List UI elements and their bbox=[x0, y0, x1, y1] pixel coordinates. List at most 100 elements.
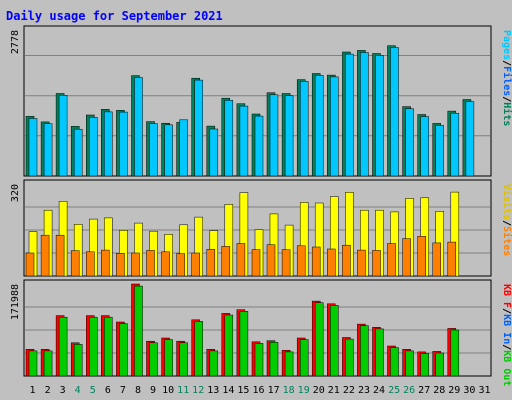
panel-2: 320 bbox=[10, 179, 492, 277]
panel-2-legend: Visits/Sites bbox=[501, 184, 512, 256]
legend-entry: KB F bbox=[501, 284, 512, 308]
bar-kbin-day-2 bbox=[43, 350, 53, 377]
legend-entry: / bbox=[501, 60, 512, 66]
x-tick-label-day-6: 6 bbox=[105, 385, 111, 396]
bar-files-day-23 bbox=[360, 52, 369, 177]
bar-files-day-9 bbox=[149, 123, 158, 177]
x-tick-label-day-14: 14 bbox=[222, 385, 234, 396]
bar-kbin-day-26 bbox=[405, 350, 414, 377]
bar-kbin-day-11 bbox=[179, 342, 188, 377]
bar-files-day-24 bbox=[375, 55, 384, 177]
bar-sites-day-17 bbox=[266, 244, 276, 277]
x-tick-label-day-7: 7 bbox=[120, 385, 126, 396]
bar-sites-day-3 bbox=[55, 234, 65, 277]
bar-files-day-5 bbox=[89, 117, 98, 177]
x-tick-label-day-17: 17 bbox=[268, 385, 280, 396]
y-max-label: 320 bbox=[10, 184, 21, 202]
legend-entry: Visits bbox=[501, 184, 512, 220]
bar-kbin-day-17 bbox=[269, 342, 279, 377]
bar-kbin-day-23 bbox=[360, 325, 369, 377]
y-max-label: 171988 bbox=[10, 284, 21, 320]
x-tick-label-day-22: 22 bbox=[343, 385, 355, 396]
bar-files-day-2 bbox=[43, 123, 53, 177]
panel-1-legend: Pages/Files/Hits bbox=[501, 30, 512, 126]
bar-files-day-21 bbox=[330, 76, 339, 177]
bar-files-day-15 bbox=[239, 105, 249, 177]
bar-files-day-26 bbox=[405, 108, 414, 177]
x-tick-label-day-2: 2 bbox=[45, 385, 51, 396]
x-tick-label-day-27: 27 bbox=[418, 385, 430, 396]
bar-sites-day-14 bbox=[221, 246, 231, 277]
panel-3-legend: KB F/KB In/KB Out bbox=[501, 284, 512, 386]
bar-kbin-day-28 bbox=[435, 352, 444, 377]
bar-sites-day-19 bbox=[296, 245, 306, 277]
bar-files-day-12 bbox=[194, 79, 203, 177]
legend-entry: / bbox=[501, 220, 512, 226]
x-tick-label-day-10: 10 bbox=[162, 385, 174, 396]
bar-kbin-day-27 bbox=[420, 353, 429, 377]
x-tick-label-day-23: 23 bbox=[358, 385, 370, 396]
bar-sites-day-24 bbox=[372, 250, 381, 277]
bar-sites-day-11 bbox=[176, 253, 185, 277]
x-tick-label-day-8: 8 bbox=[135, 385, 141, 396]
panel-1: 2778 bbox=[10, 25, 492, 177]
bar-files-day-6 bbox=[104, 111, 113, 177]
bar-files-day-8 bbox=[134, 77, 143, 177]
bar-files-day-10 bbox=[164, 124, 173, 177]
bar-kbin-day-19 bbox=[299, 339, 309, 377]
x-tick-label-day-9: 9 bbox=[150, 385, 156, 396]
bar-files-day-18 bbox=[284, 95, 294, 177]
legend-entry: Hits bbox=[501, 102, 512, 126]
bar-kbin-day-7 bbox=[119, 323, 128, 377]
bar-kbin-day-1 bbox=[28, 350, 38, 377]
bar-sites-day-6 bbox=[101, 249, 110, 277]
bar-sites-day-13 bbox=[206, 249, 216, 277]
bar-sites-day-9 bbox=[146, 250, 155, 277]
x-tick-label-day-26: 26 bbox=[403, 385, 415, 396]
bar-kbin-day-12 bbox=[194, 321, 203, 377]
x-tick-label-day-30: 30 bbox=[463, 385, 475, 396]
bar-sites-day-22 bbox=[342, 244, 351, 277]
x-tick-label-day-25: 25 bbox=[388, 385, 400, 396]
x-tick-label-day-18: 18 bbox=[283, 385, 295, 396]
bar-sites-day-10 bbox=[161, 251, 170, 277]
bar-files-day-25 bbox=[390, 47, 399, 177]
bar-kbin-day-25 bbox=[390, 347, 399, 377]
bar-files-day-11 bbox=[179, 119, 188, 177]
x-tick-label-day-1: 1 bbox=[29, 385, 35, 396]
bar-sites-day-1 bbox=[25, 252, 35, 277]
bar-sites-day-4 bbox=[70, 250, 80, 277]
bar-files-day-19 bbox=[299, 81, 309, 177]
x-tick-label-day-4: 4 bbox=[75, 385, 81, 396]
bar-files-day-17 bbox=[269, 94, 279, 177]
legend-entry: Sites bbox=[501, 226, 512, 256]
x-tick-label-day-11: 11 bbox=[177, 385, 189, 396]
x-tick-label-day-15: 15 bbox=[237, 385, 249, 396]
bar-files-day-7 bbox=[119, 111, 128, 177]
bar-kbin-day-18 bbox=[284, 351, 294, 377]
bar-files-day-30 bbox=[465, 101, 475, 177]
legend-text: KB F/KB In/KB Out bbox=[501, 284, 512, 386]
bar-files-day-29 bbox=[450, 112, 460, 177]
bar-kbin-day-15 bbox=[239, 311, 249, 377]
x-tick-label-day-12: 12 bbox=[192, 385, 204, 396]
x-tick-label-day-29: 29 bbox=[448, 385, 460, 396]
bar-files-day-1 bbox=[28, 118, 38, 177]
bar-files-day-16 bbox=[254, 115, 264, 177]
bar-kbin-day-21 bbox=[330, 305, 339, 377]
bar-sites-day-15 bbox=[236, 243, 246, 277]
bar-sites-day-18 bbox=[281, 249, 291, 277]
bar-sites-day-5 bbox=[86, 251, 95, 277]
y-max-label: 2778 bbox=[10, 30, 21, 54]
bar-files-day-28 bbox=[435, 125, 444, 177]
panel-3: 171988 bbox=[10, 279, 492, 377]
bar-kbin-day-14 bbox=[224, 314, 234, 377]
bar-kbin-day-29 bbox=[450, 329, 460, 377]
bar-files-day-14 bbox=[224, 100, 234, 177]
bar-kbin-day-22 bbox=[345, 338, 354, 377]
bar-sites-day-29 bbox=[447, 241, 457, 277]
bar-files-day-13 bbox=[209, 128, 219, 177]
legend-entry: Files bbox=[501, 66, 512, 96]
